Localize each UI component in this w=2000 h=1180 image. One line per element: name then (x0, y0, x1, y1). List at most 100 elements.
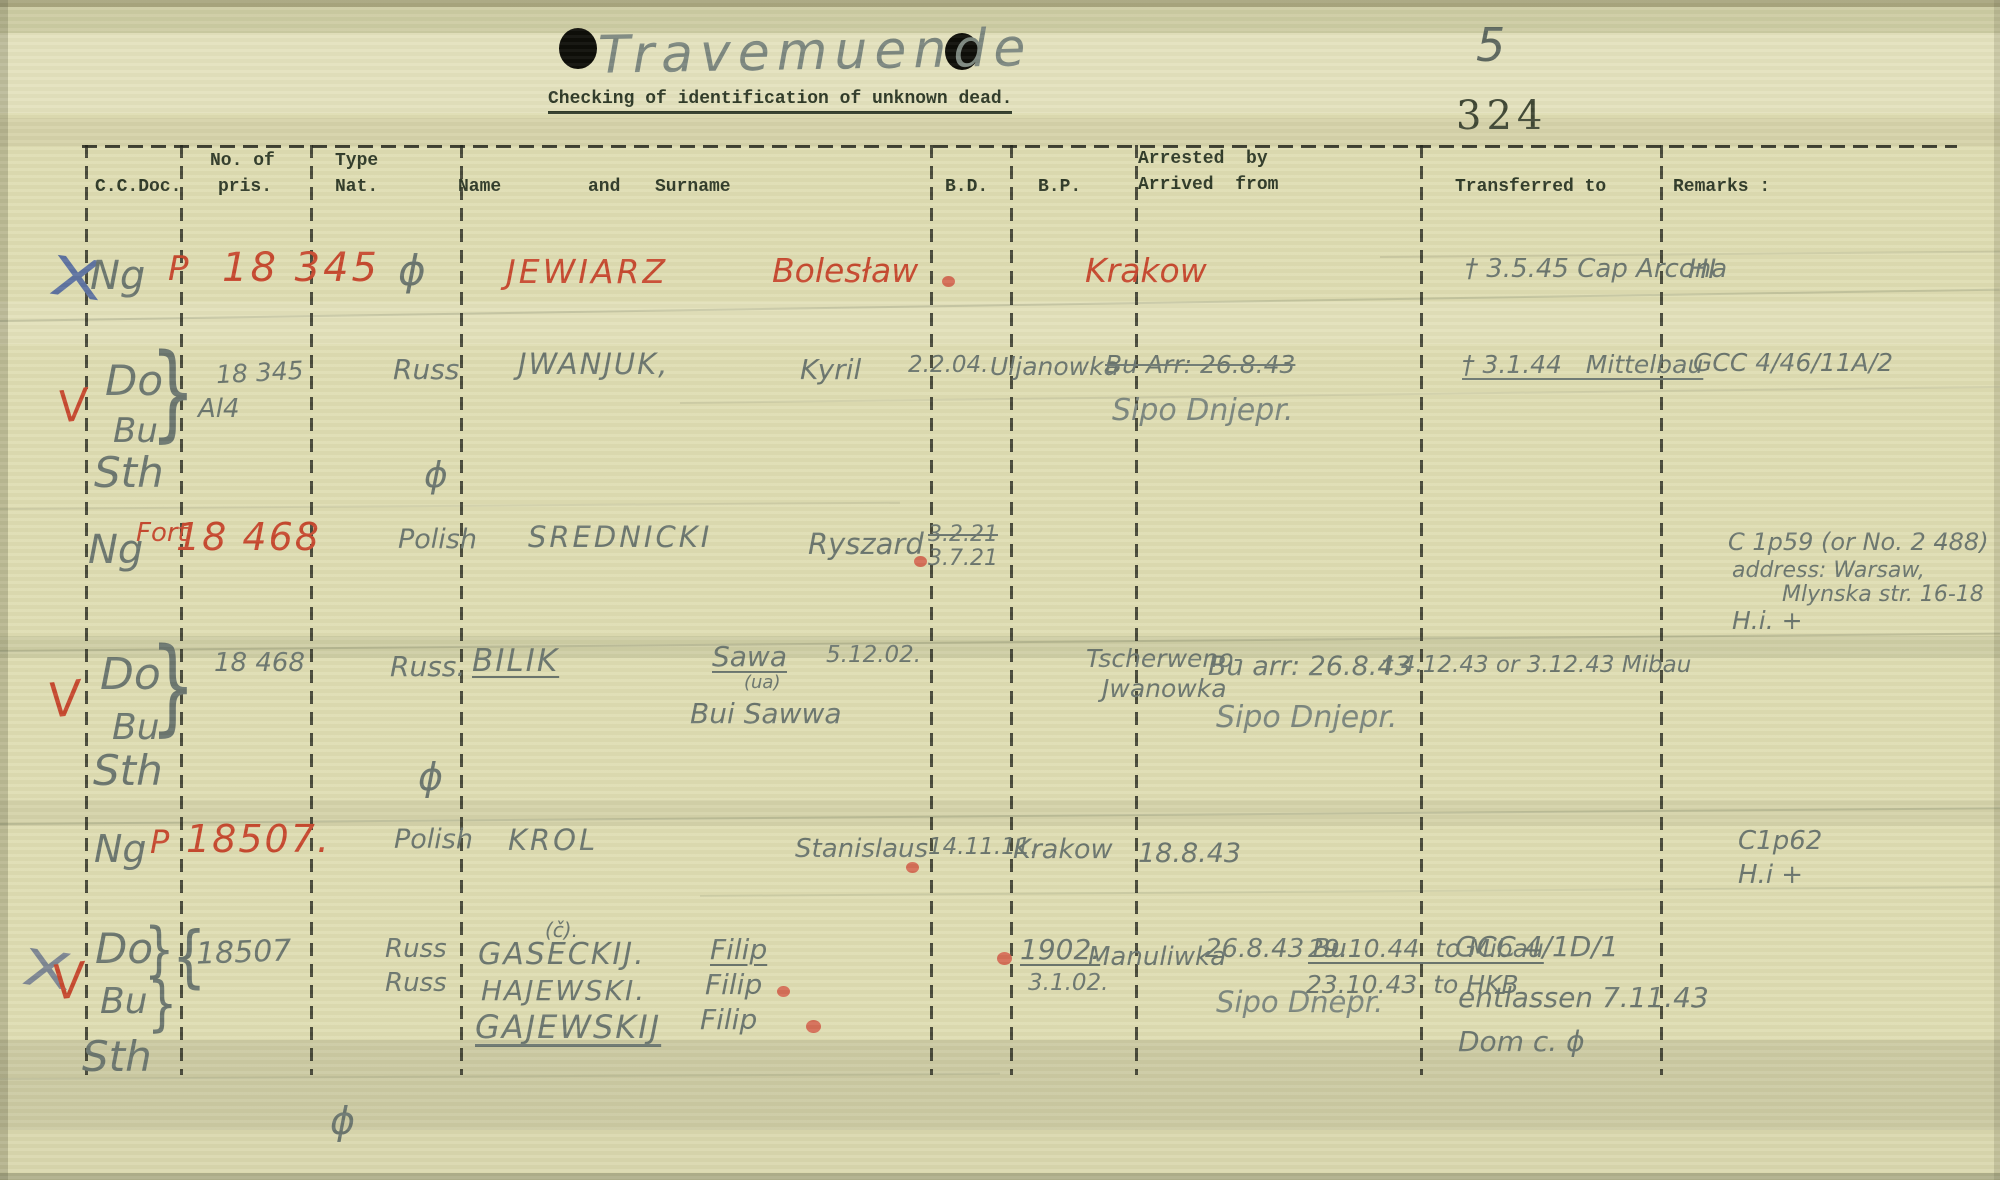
page-title-handwritten: Travemuende (597, 18, 1033, 86)
page-number-handwritten: 5 (1476, 18, 1506, 72)
col-header-type-nat: Nat. (335, 177, 379, 197)
table-divider (1135, 145, 1138, 1075)
remarks-entry: GCC 4/1D/1 (1455, 930, 1619, 963)
ccdoc-entry: Ng (94, 827, 147, 871)
type-nat-entry: Russ (393, 353, 460, 386)
red-dot-mark (997, 952, 1012, 965)
ruling-line (699, 885, 2000, 897)
arrested-entry: Sipo Dnjepr. (1112, 393, 1294, 428)
type-nat-entry: Polish (394, 824, 473, 855)
remarks-entry: C 1p59 (or No. 2 488) (1728, 528, 1989, 556)
birth-place-entry: Krakow (1013, 834, 1113, 865)
remarks-entry: Dom c. ϕ (1458, 1025, 1585, 1058)
table-divider (930, 145, 933, 1075)
type-nat-entry: Polish (398, 524, 477, 555)
ccdoc-entry: Sth (94, 448, 164, 497)
col-header-surname: Surname (655, 177, 731, 197)
transferred-entry: † 4.12.43 or 3.12.43 Mibau (1382, 652, 1692, 678)
first-name-entry: Sawa (712, 640, 787, 673)
prisoner-number: 18 468 (214, 648, 305, 678)
remarks-entry: Mlynska str. 16-18 (1782, 582, 1984, 607)
transferred-entry: † 3.5.45 Cap Arcona (1465, 254, 1728, 284)
first-name-entry: Bolesław (772, 251, 919, 290)
paper-band (0, 1040, 2000, 1130)
birth-date-entry: 5.12.02. (826, 642, 922, 668)
col-header-transferred: Transferred to (1455, 177, 1607, 197)
type-nat-entry: Russ (385, 934, 447, 964)
red-dot-mark (942, 276, 955, 287)
ccdoc-entry: Sth (82, 1032, 152, 1081)
ccdoc-entry: Do (95, 924, 154, 973)
type-nat-entry: ϕ (330, 1099, 356, 1143)
birth-date-entry: 2.2.04. (908, 352, 989, 378)
punch-hole-right (945, 33, 979, 70)
surname-note: (č). (545, 918, 578, 942)
col-header-name: Name (458, 177, 502, 197)
arrested-entry: Sipo Dnepr. (1216, 985, 1384, 1019)
birth-place-entry: Uljanowka (990, 352, 1119, 381)
first-name-entry: Filip (710, 933, 768, 966)
paper-edge-right (1994, 0, 2000, 1180)
ccdoc-brace: } (150, 331, 196, 453)
ccdoc-stamp: Fort (136, 518, 188, 548)
first-name-entry: Filip (700, 1003, 758, 1036)
paper-edge-left (0, 0, 8, 1180)
ccdoc-entry: Ng (90, 253, 146, 299)
margin-check-mark: V (54, 379, 92, 434)
ccdoc-brace: } (150, 625, 196, 747)
birth-place-entry: Tscherweno- (1086, 644, 1243, 673)
remarks-entry: H.i + (1738, 860, 1804, 890)
surname-entry: GASECKIJ. (478, 937, 646, 972)
ccdoc-entry: Ng (88, 527, 144, 573)
prisoner-number: 18507 (195, 933, 293, 972)
birth-date-entry: 3.1.02. (1028, 970, 1109, 996)
prisoner-number: 18507. (186, 817, 331, 861)
first-name-entry: Ryszard (808, 527, 924, 561)
birth-date-entry: 1902. (1020, 933, 1101, 966)
ruling-line (679, 385, 2000, 404)
remarks-entry: GCC 4/46/11A/2 (1693, 348, 1894, 377)
transferred-entry: 23.10.43 to HKB (1306, 970, 1519, 999)
col-header-type-nat: Type (335, 151, 379, 171)
birth-date-entry: 3.2.21 (928, 522, 998, 547)
first-name-entry: Kyril (800, 353, 862, 386)
ccdoc-brace: } (144, 915, 175, 985)
table-divider (460, 145, 463, 1075)
col-header-bp: B.P. (1038, 177, 1082, 197)
punch-hole-left (559, 28, 597, 69)
red-dot-mark (914, 556, 927, 567)
first-name-note: (ua) (744, 672, 781, 693)
transferred-entry: 29.10.44 to Mibau (1308, 934, 1544, 963)
arrested-entry: Bu arr: 26.8.43 (1208, 651, 1412, 682)
table-divider (180, 145, 183, 1075)
type-nat-entry: ϕ (424, 455, 448, 496)
red-dot-mark (777, 986, 790, 997)
prisoner-brace: { (172, 917, 207, 996)
paper-band (0, 118, 2000, 146)
ccdoc-entry: Do (105, 356, 164, 405)
transferred-entry: † 3.1.44 Mittelbau (1462, 350, 1704, 379)
birth-place-entry: Jwanowka (1102, 674, 1227, 703)
ccdoc-stamp: P (168, 249, 189, 289)
table-divider (1420, 145, 1423, 1075)
remarks-entry: entlassen 7.11.43 (1458, 981, 1709, 1014)
ccdoc-entry: Do (100, 649, 161, 700)
red-dot-mark (906, 862, 919, 873)
surname-entry: KROL (508, 823, 599, 857)
arrested-entry: 18.8.43 (1138, 838, 1242, 869)
surname-entry: JWANJUK, (518, 347, 670, 381)
ccdoc-brace: } (147, 969, 178, 1039)
table-divider (85, 145, 88, 1075)
prisoner-number: 18 345 (215, 355, 305, 390)
table-divider (1010, 145, 1013, 1075)
page-stamp-number: 324 (1456, 93, 1548, 139)
remarks-entry: H.i. + (1732, 606, 1803, 635)
birth-date-entry: 14.11.11. (928, 834, 1038, 860)
ccdoc-entry: Bu (112, 707, 160, 748)
margin-check-mark: V (48, 952, 89, 1012)
type-nat-entry: ϕ (398, 246, 426, 295)
first-name-entry: Filip (705, 968, 763, 1001)
arrested-entry: Sipo Dnjepr. (1216, 700, 1398, 735)
page-heading-typed: Checking of identification of unknown de… (548, 90, 1013, 114)
